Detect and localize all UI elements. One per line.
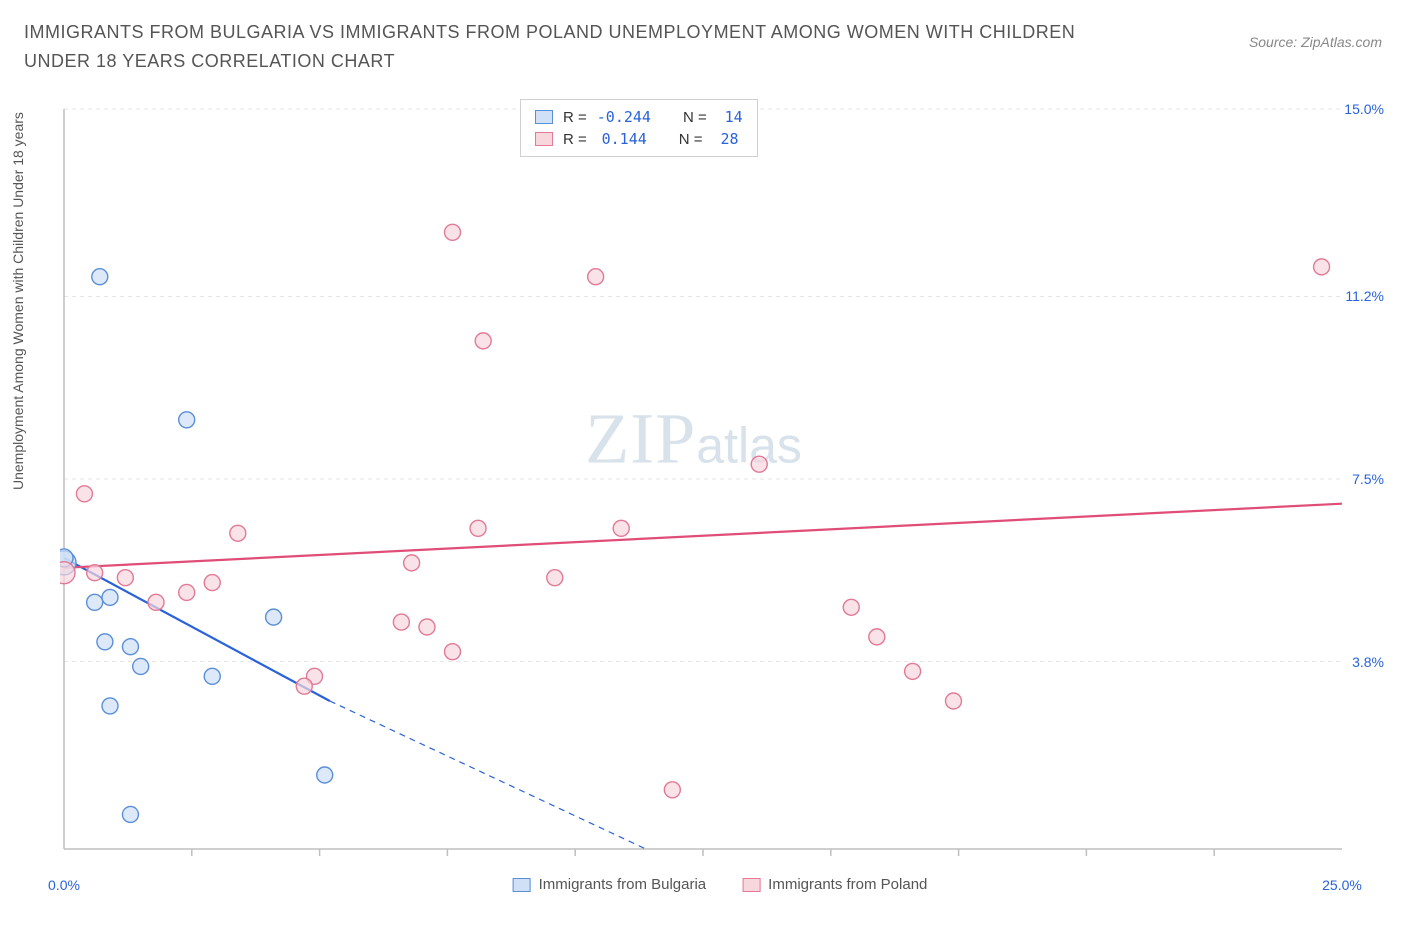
y-tick-label: 3.8% bbox=[1352, 654, 1384, 670]
scatter-plot bbox=[60, 105, 1380, 865]
legend-n-value: 14 bbox=[717, 108, 743, 126]
legend-item: Immigrants from Poland bbox=[742, 876, 927, 893]
legend-n-value: 28 bbox=[713, 130, 739, 148]
chart-title: IMMIGRANTS FROM BULGARIA VS IMMIGRANTS F… bbox=[24, 18, 1124, 76]
y-tick-label: 7.5% bbox=[1352, 471, 1384, 487]
legend-r-label: R = bbox=[563, 131, 587, 148]
legend-label: Immigrants from Bulgaria bbox=[539, 876, 707, 893]
source-attribution: Source: ZipAtlas.com bbox=[1249, 18, 1382, 50]
legend-swatch bbox=[742, 878, 760, 892]
legend-r-value: 0.144 bbox=[597, 130, 647, 148]
legend-swatch bbox=[513, 878, 531, 892]
legend-n-label: N = bbox=[679, 131, 703, 148]
legend-r-value: -0.244 bbox=[597, 108, 651, 126]
legend-item: Immigrants from Bulgaria bbox=[513, 876, 707, 893]
series-legend: Immigrants from Bulgaria Immigrants from … bbox=[513, 876, 928, 893]
correlation-legend: R = -0.244 N = 14 R = 0.144 N = 28 bbox=[520, 99, 758, 157]
y-tick-label: 11.2% bbox=[1345, 288, 1384, 304]
legend-row: R = 0.144 N = 28 bbox=[535, 128, 743, 150]
legend-n-label: N = bbox=[683, 109, 707, 126]
y-tick-label: 15.0% bbox=[1344, 101, 1384, 117]
y-axis-label: Unemployment Among Women with Children U… bbox=[10, 112, 26, 490]
legend-swatch bbox=[535, 110, 553, 124]
chart-area: ZIPatlas R =-0.244N =14R =0.144N =28 Imm… bbox=[60, 105, 1380, 865]
legend-r-label: R = bbox=[563, 109, 587, 126]
header: IMMIGRANTS FROM BULGARIA VS IMMIGRANTS F… bbox=[0, 0, 1406, 88]
x-tick-label: 25.0% bbox=[1322, 877, 1362, 893]
legend-label: Immigrants from Poland bbox=[768, 876, 927, 893]
x-tick-label: 0.0% bbox=[48, 877, 80, 893]
legend-swatch bbox=[535, 132, 553, 146]
legend-row: R = -0.244 N = 14 bbox=[535, 106, 743, 128]
